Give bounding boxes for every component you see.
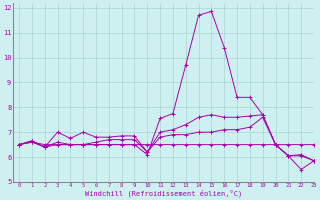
X-axis label: Windchill (Refroidissement éolien,°C): Windchill (Refroidissement éolien,°C) bbox=[85, 190, 242, 197]
